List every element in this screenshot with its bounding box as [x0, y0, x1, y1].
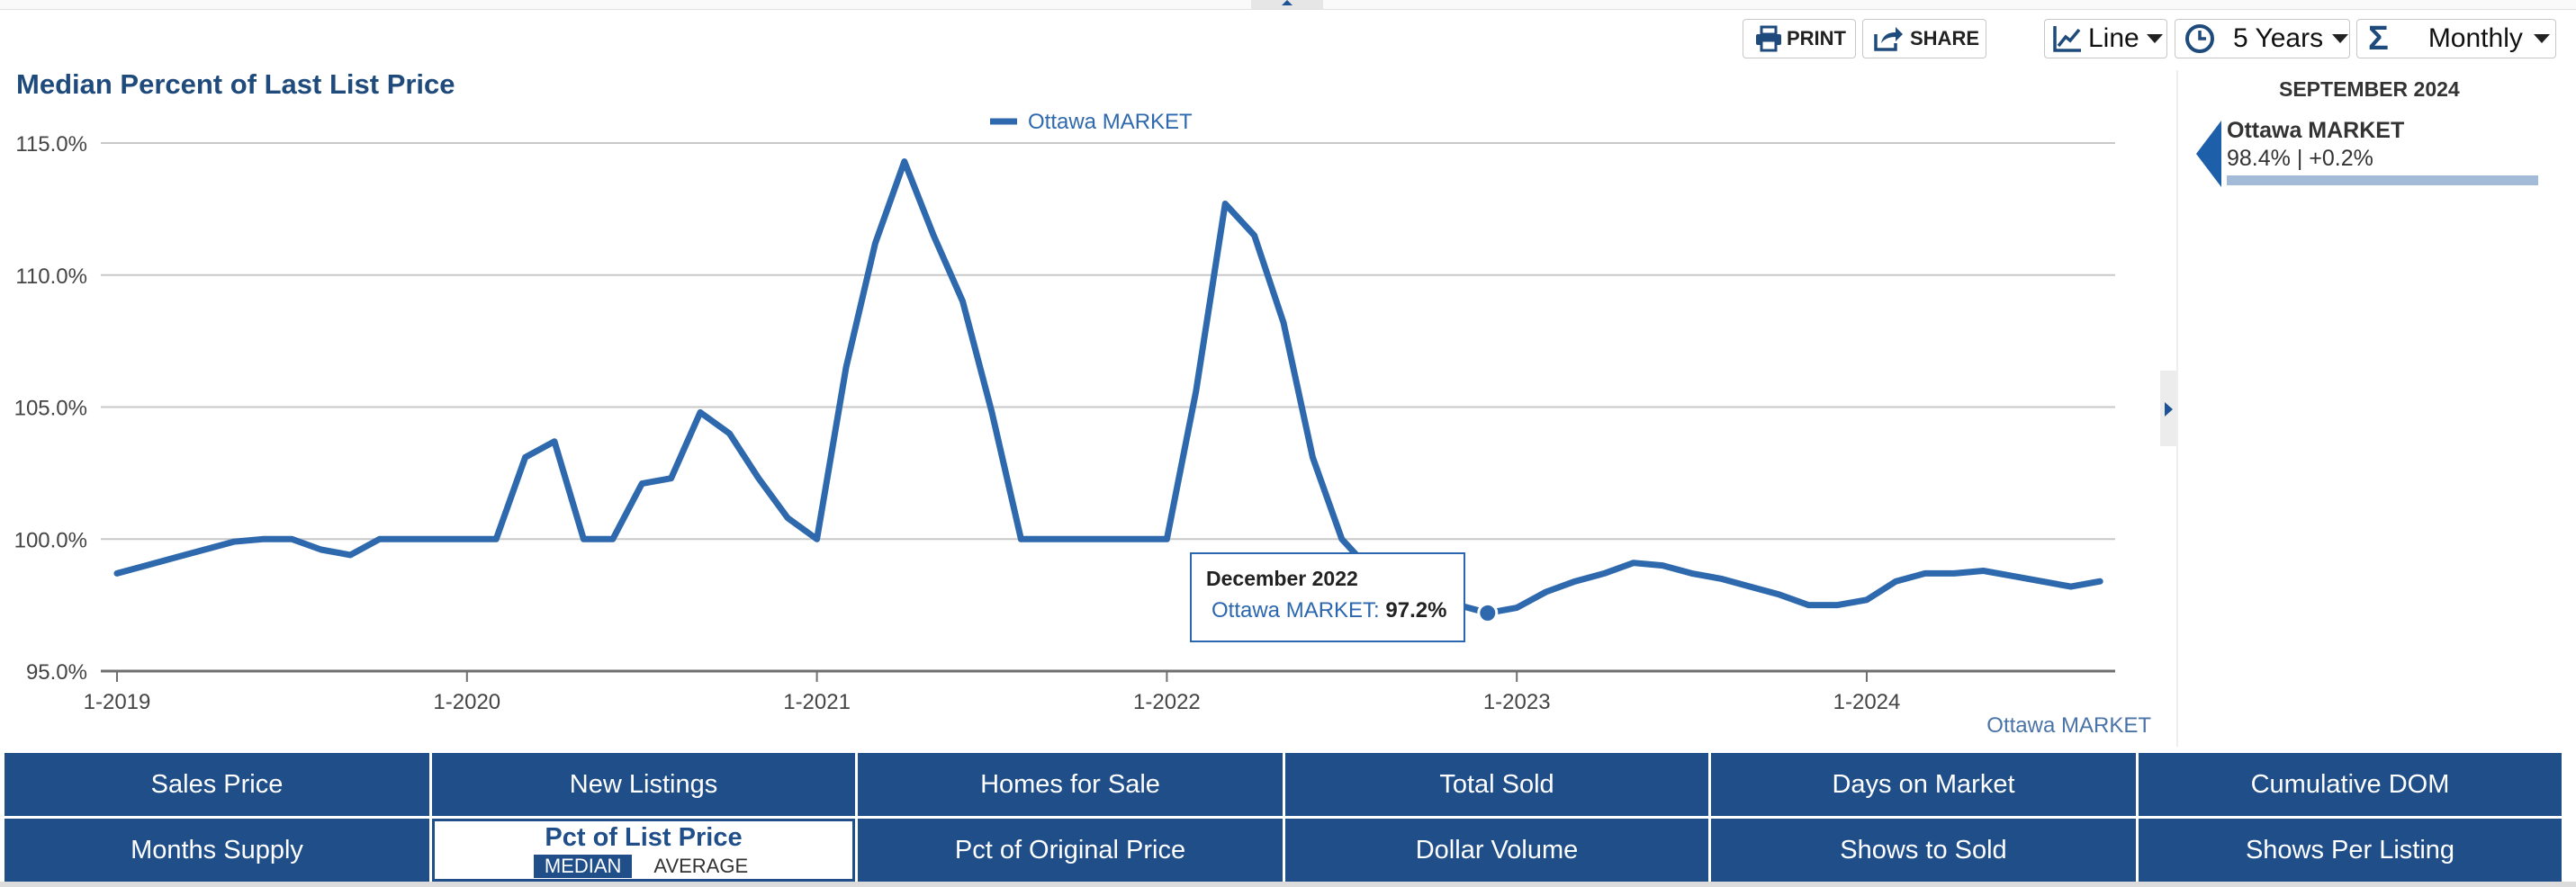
chevron-down-icon: [2533, 34, 2550, 43]
tabs-bottom-border: [0, 882, 2576, 887]
tab-days-on-market[interactable]: Days on Market: [1711, 753, 2136, 816]
tooltip-value: 97.2%: [1385, 598, 1447, 623]
panel-series-name: Ottawa MARKET: [2227, 118, 2405, 143]
clock-icon: [2184, 23, 2215, 54]
period-dropdown[interactable]: 5 Years: [2175, 19, 2350, 58]
y-tick-label: 105.0%: [14, 397, 87, 421]
x-tick-label: 1-2023: [1483, 690, 1551, 714]
chart-type-value: Line: [2088, 23, 2139, 53]
x-tick-label: 1-2022: [1133, 690, 1201, 714]
tooltip-row: Ottawa MARKET: 97.2%: [1211, 598, 1446, 623]
tab-shows-per-listing[interactable]: Shows Per Listing: [2139, 819, 2562, 882]
x-tick-label: 1-2020: [433, 690, 500, 714]
median-option[interactable]: MEDIAN: [533, 855, 633, 878]
chart-title: Median Percent of Last List Price: [16, 68, 455, 100]
tab-total-sold[interactable]: Total Sold: [1285, 753, 1708, 816]
tab-sales-price[interactable]: Sales Price: [5, 753, 429, 816]
x-tick-label: 1-2019: [84, 690, 151, 714]
chart-tooltip: December 2022 Ottawa MARKET: 97.2%: [1190, 552, 1465, 642]
tab-months-supply[interactable]: Months Supply: [5, 819, 429, 882]
tab-pct-of-list-price[interactable]: Pct of List Price MEDIAN AVERAGE: [432, 819, 855, 882]
average-option[interactable]: AVERAGE: [653, 855, 749, 877]
caret-right-icon: [2165, 402, 2173, 417]
x-tick-label: 1-2024: [1833, 690, 1901, 714]
y-tick-label: 110.0%: [15, 264, 87, 289]
panel-month: SEPTEMBER 2024: [2279, 77, 2460, 101]
panel-value-bar: [2227, 175, 2538, 185]
legend-label: Ottawa MARKET: [1028, 110, 1193, 134]
tooltip-series: Ottawa MARKET:: [1211, 598, 1380, 623]
tab-homes-for-sale[interactable]: Homes for Sale: [858, 753, 1283, 816]
source-label: Ottawa MARKET: [1986, 713, 2151, 738]
tab-dollar-volume[interactable]: Dollar Volume: [1285, 819, 1708, 882]
chevron-down-icon: [2146, 34, 2163, 43]
tab-shows-to-sold[interactable]: Shows to Sold: [1711, 819, 2136, 882]
y-tick-label: 100.0%: [14, 528, 87, 552]
chevron-down-icon: [2332, 34, 2349, 43]
tab-pct-of-original-price[interactable]: Pct of Original Price: [858, 819, 1283, 882]
line-chart-icon: [2052, 24, 2083, 53]
tab-new-listings[interactable]: New Listings: [432, 753, 855, 816]
print-button[interactable]: PRINT: [1743, 19, 1856, 58]
y-tick-label: 115.0%: [15, 132, 87, 157]
collapse-handle-top[interactable]: [1251, 0, 1323, 9]
print-label: PRINT: [1787, 27, 1846, 49]
chevron-up-icon: [1282, 0, 1293, 5]
panel-toggle[interactable]: [2160, 371, 2176, 446]
tab-pct-of-list-price-label: Pct of List Price: [545, 823, 743, 852]
highlight-point: [1477, 602, 1499, 623]
stat-toggle: MEDIAN AVERAGE: [533, 855, 753, 878]
share-icon: [1872, 25, 1905, 52]
sigma-icon: Σ: [2368, 19, 2389, 58]
x-tick-label: 1-2021: [783, 690, 851, 714]
tooltip-date: December 2022: [1206, 567, 1358, 590]
printer-icon: [1754, 25, 1783, 52]
line-chart: 115.0% 110.0% 105.0% 100.0% 95.0% 1-2019 1-202…: [14, 110, 2152, 738]
metric-tabs: Sales Price New Listings Homes for Sale …: [0, 750, 2576, 887]
chart-type-dropdown[interactable]: Line: [2044, 19, 2167, 58]
panel-series-value: 98.4% | +0.2%: [2227, 146, 2373, 171]
panel-series-marker: [2196, 121, 2221, 187]
interval-dropdown[interactable]: Σ Monthly: [2356, 19, 2556, 58]
y-tick-label: 95.0%: [26, 660, 87, 685]
period-value: 5 Years: [2233, 23, 2324, 53]
share-label: SHARE: [1910, 27, 1980, 49]
interval-value: Monthly: [2427, 23, 2523, 53]
series-line-ottawa-market: [113, 158, 2103, 616]
share-button[interactable]: SHARE: [1862, 19, 1986, 58]
tab-cumulative-dom[interactable]: Cumulative DOM: [2139, 753, 2562, 816]
